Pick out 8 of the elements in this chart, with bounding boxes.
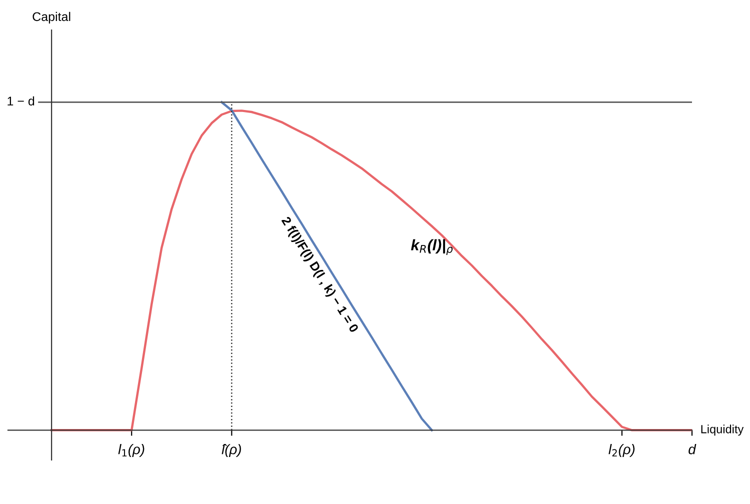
- x-axis-title: Liquidity: [701, 424, 744, 436]
- x-tick-label: l$_{1}$(ρ): [118, 444, 144, 457]
- x-tick-label: d: [688, 444, 696, 454]
- x-tick-label: l̂(ρ): [222, 444, 241, 458]
- x-tick-label: l$_{2}$(ρ): [608, 444, 635, 457]
- ref-line-label: 1 − d: [8, 96, 34, 106]
- text: Capital: [32, 12, 70, 24]
- annotation: k$_{R}$(l)|$_{ρ}$: [411, 239, 453, 256]
